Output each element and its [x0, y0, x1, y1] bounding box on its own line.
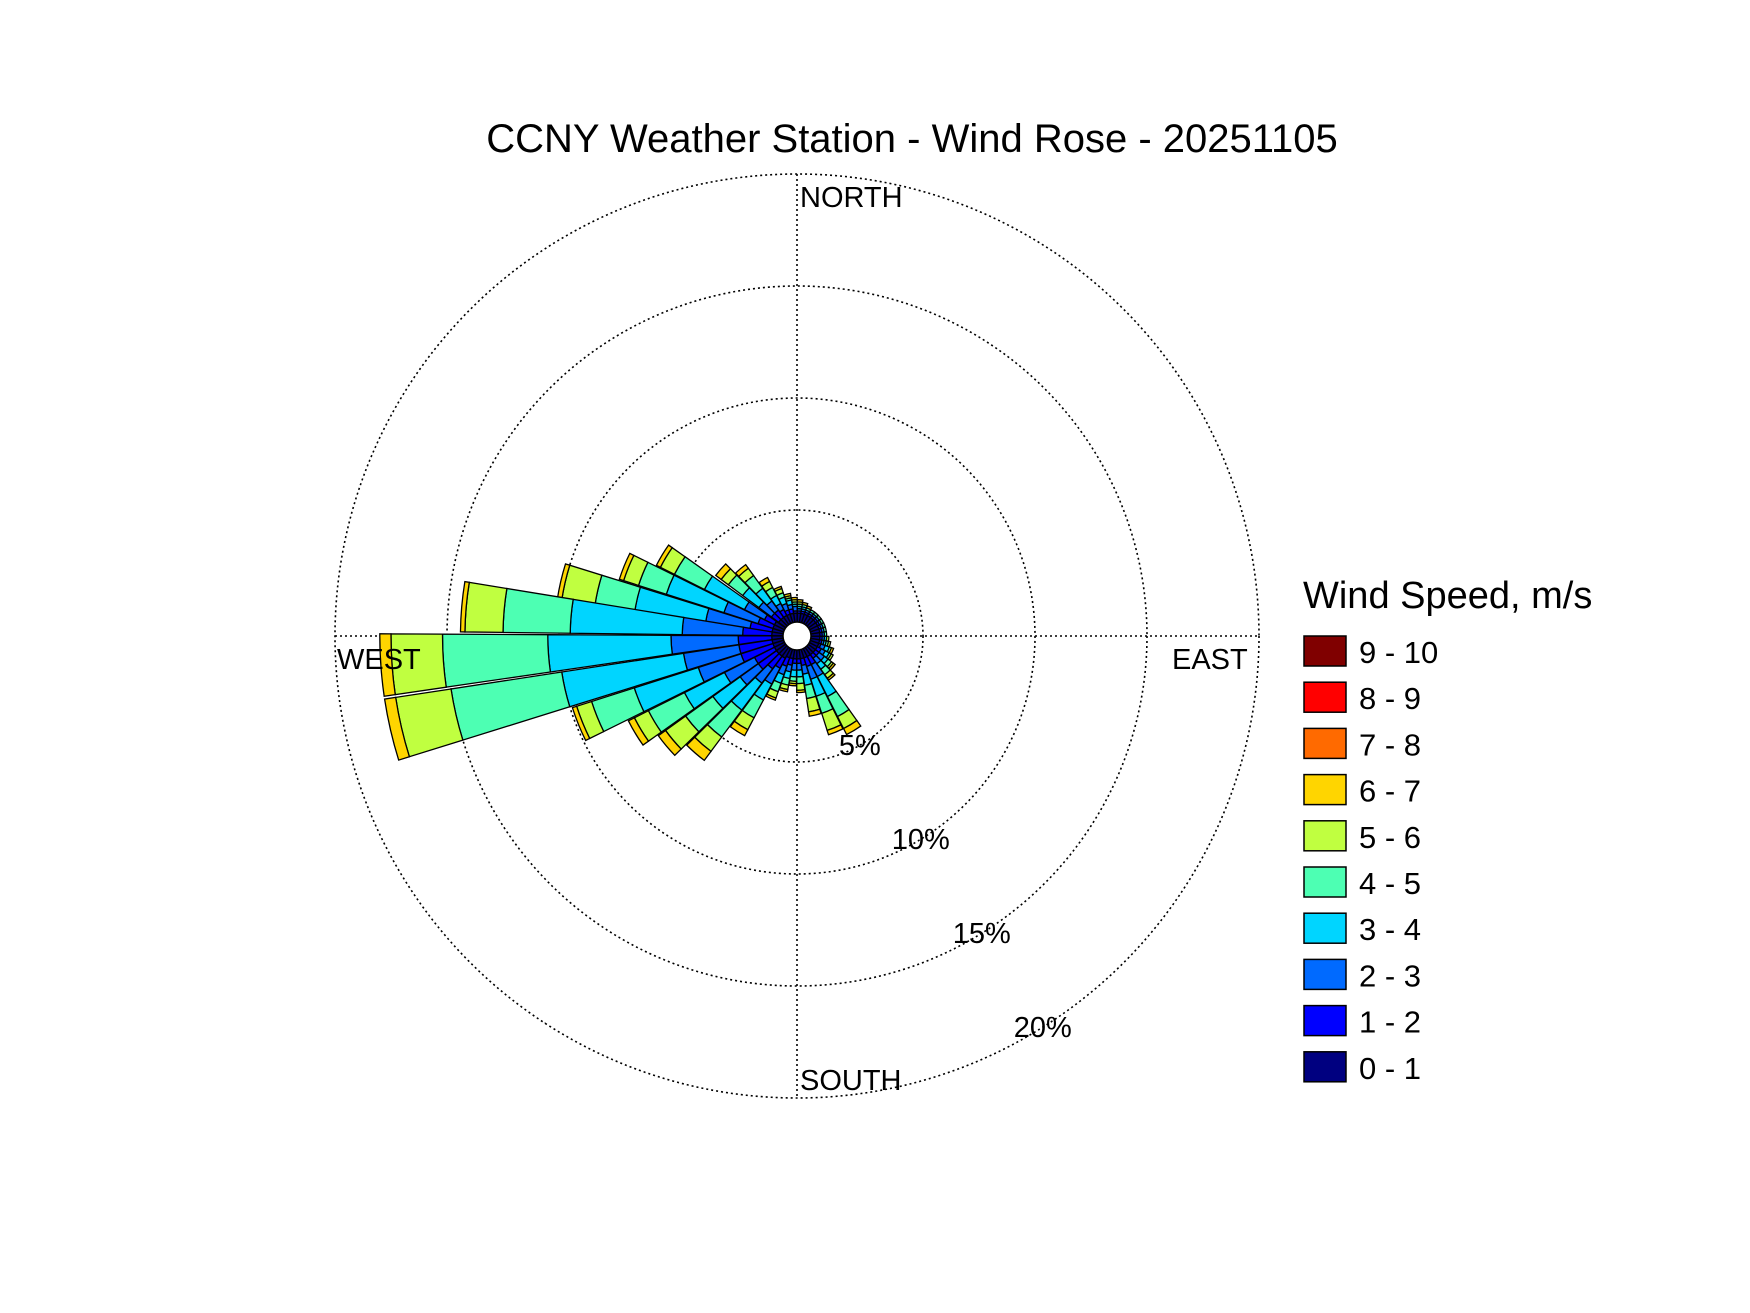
legend-swatch-1 — [1303, 681, 1347, 713]
petal-segment-257-6 — [383, 696, 411, 761]
petal-segment-14-6 — [801, 601, 809, 607]
petal-segment-301-6 — [655, 544, 674, 569]
petal-segment-113-6 — [828, 646, 835, 655]
calm-circle — [782, 621, 812, 651]
legend-swatch-4 — [1303, 820, 1347, 852]
petal-segment-95-5 — [825, 635, 830, 642]
petal-segment-347-6 — [783, 592, 792, 598]
direction-label-west: WEST — [337, 644, 421, 676]
radial-tick-label-5: 5% — [839, 730, 881, 762]
petal-segment-194-6 — [778, 686, 789, 693]
legend-swatch-2 — [1303, 727, 1347, 760]
petal-segment-320-6 — [734, 563, 750, 578]
petal-segment-356-6 — [790, 596, 798, 601]
petal-segment-212-6 — [729, 720, 749, 737]
legend-label-7: 2 - 3 — [1359, 958, 1421, 993]
radial-tick-label-10: 10% — [892, 824, 950, 856]
petal-segment-230-6 — [657, 729, 683, 757]
radial-tick-labels: 5% 10% 15% 20% — [839, 730, 1072, 1044]
petal-segment-275-5 — [464, 581, 508, 634]
petal-segment-140-6 — [826, 672, 836, 682]
petal-segment-239-6 — [627, 716, 650, 746]
calm-center — [782, 621, 812, 651]
direction-label-south: SOUTH — [800, 1065, 902, 1097]
petal-segment-5-6 — [796, 598, 804, 604]
legend-swatch-9 — [1303, 1051, 1347, 1083]
legend-label-3: 6 - 7 — [1359, 774, 1421, 809]
radial-tick-label-15: 15% — [953, 918, 1011, 950]
legend-label-8: 1 - 2 — [1359, 1005, 1421, 1040]
legend-label-0: 9 - 10 — [1359, 635, 1438, 670]
petal-segment-176-5 — [796, 682, 806, 691]
petal-segment-158-6 — [826, 723, 844, 736]
legend-swatch-6 — [1303, 912, 1347, 944]
legend-swatch-0 — [1303, 635, 1347, 667]
petal-segment-221-6 — [685, 736, 712, 762]
petal-segment-292-6 — [618, 552, 635, 582]
legend-label-2: 7 - 8 — [1359, 727, 1421, 762]
petal-segment-266-6 — [379, 633, 396, 697]
legend-label-5: 4 - 5 — [1359, 866, 1421, 901]
legend: Wind Speed, m/s 9 - 10 8 - 9 7 - 8 6 - 7 5 -… — [1303, 575, 1592, 1086]
petal-segment-131-6 — [827, 662, 837, 671]
direction-label-north: NORTH — [800, 182, 903, 214]
legend-swatch-7 — [1303, 958, 1347, 991]
legend-swatch-3 — [1303, 773, 1347, 806]
legend-swatch-8 — [1303, 1004, 1347, 1037]
legend-label-1: 8 - 9 — [1359, 681, 1421, 716]
petal-segment-338-6 — [773, 585, 783, 593]
legend-title: Wind Speed, m/s — [1303, 575, 1592, 617]
legend-label-4: 5 - 6 — [1359, 820, 1421, 855]
petal-segment-311-6 — [714, 563, 732, 581]
legend-label-6: 3 - 4 — [1359, 912, 1421, 947]
petal-segment-176-6 — [796, 689, 806, 694]
legend-label-9: 0 - 1 — [1359, 1051, 1421, 1086]
petal-segment-329-6 — [758, 576, 771, 588]
legend-swatch-5 — [1303, 866, 1347, 898]
petal-segment-185-3 — [789, 668, 798, 678]
petal-segment-275-6 — [459, 580, 471, 633]
petal-segment-104-5 — [826, 640, 832, 648]
petal-segment-203-6 — [765, 693, 777, 702]
petal-segment-185-6 — [788, 682, 798, 687]
petal-segment-149-6 — [842, 719, 862, 736]
radial-tick-label-20: 20% — [1014, 1012, 1072, 1044]
chart-title: CCNY Weather Station - Wind Rose - 20251… — [486, 117, 1338, 161]
wind-rose-petals — [379, 544, 862, 762]
petal-segment-185-2 — [790, 662, 798, 671]
direction-label-east: EAST — [1172, 644, 1248, 676]
petal-segment-122-5 — [827, 653, 835, 662]
petal-segment-167-6 — [807, 708, 822, 718]
petal-segment-248-6 — [571, 705, 591, 742]
